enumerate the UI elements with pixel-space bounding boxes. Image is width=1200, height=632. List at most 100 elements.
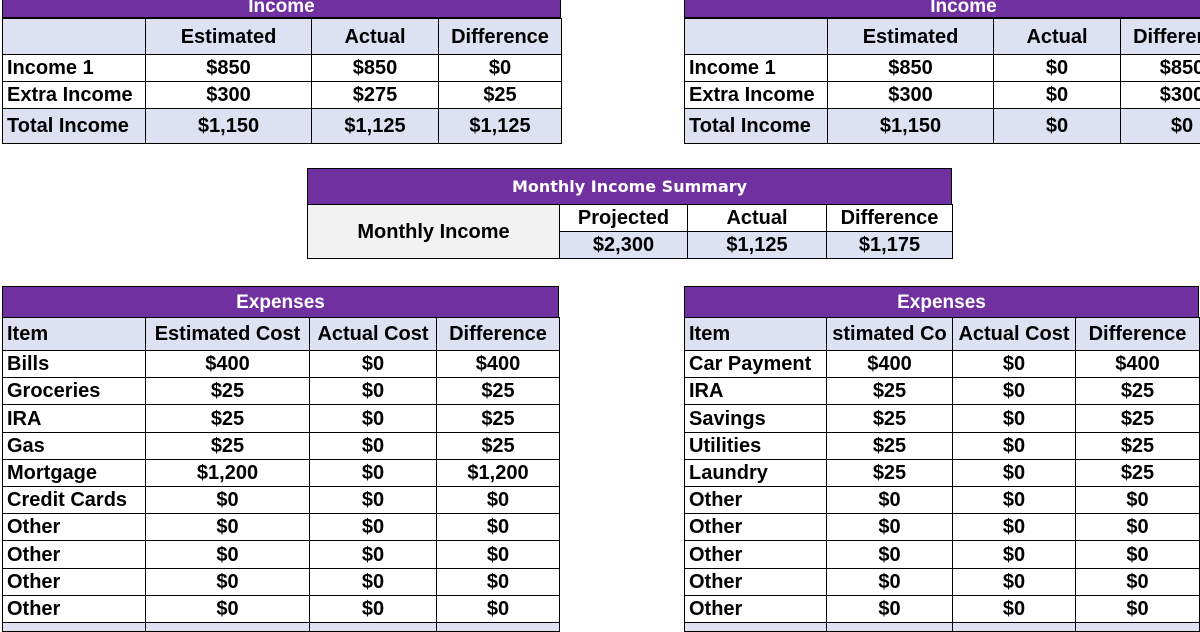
expense-item-cell[interactable]: Other — [684, 513, 827, 541]
expense-value-cell[interactable]: $400 — [826, 350, 953, 378]
expense-value-cell[interactable]: $0 — [145, 595, 310, 623]
expense-value-cell[interactable]: $0 — [309, 377, 437, 405]
expense-value-cell[interactable]: $0 — [309, 568, 437, 596]
income-value-cell[interactable]: $0 — [993, 54, 1121, 82]
expense-value-cell[interactable]: $25 — [145, 404, 310, 433]
expense-value-cell[interactable]: $0 — [436, 540, 560, 569]
expense-value-cell[interactable]: $0 — [1075, 513, 1200, 541]
expense-value-cell[interactable]: $25 — [1075, 404, 1200, 433]
expense-value-cell[interactable]: $0 — [952, 595, 1076, 623]
total-income-cell[interactable]: $1,125 — [438, 108, 562, 144]
expense-value-cell[interactable]: $0 — [309, 595, 437, 623]
income-value-cell[interactable]: $850 — [1120, 54, 1200, 82]
expense-value-cell[interactable]: $0 — [1075, 486, 1200, 514]
expense-value-cell[interactable]: $0 — [952, 540, 1076, 569]
expense-value-cell[interactable]: $25 — [1075, 432, 1200, 460]
expense-value-cell[interactable]: $0 — [309, 459, 437, 487]
income-row-label[interactable]: Extra Income — [684, 81, 828, 109]
expense-value-cell[interactable]: $0 — [309, 513, 437, 541]
expense-value-cell[interactable]: $25 — [826, 404, 953, 433]
income-value-cell[interactable]: $0 — [438, 54, 562, 82]
expense-value-cell[interactable]: $400 — [145, 350, 310, 378]
expense-value-cell[interactable]: $0 — [826, 540, 953, 569]
expense-item-cell[interactable]: Other — [684, 595, 827, 623]
expense-item-cell[interactable]: Utilities — [684, 432, 827, 460]
expense-value-cell[interactable]: $0 — [436, 568, 560, 596]
expense-value-cell[interactable]: $0 — [952, 486, 1076, 514]
expense-item-cell[interactable]: Other — [2, 595, 146, 623]
expense-value-cell[interactable]: $0 — [826, 568, 953, 596]
expense-value-cell[interactable]: $0 — [826, 595, 953, 623]
summary-value-cell[interactable]: $1,125 — [687, 231, 827, 259]
expense-value-cell[interactable]: $25 — [826, 459, 953, 487]
expense-value-cell[interactable]: $0 — [309, 350, 437, 378]
expense-value-cell[interactable]: $0 — [145, 513, 310, 541]
expense-value-cell[interactable]: $0 — [952, 432, 1076, 460]
expense-value-cell[interactable]: $25 — [145, 432, 310, 460]
expense-value-cell[interactable]: $1,200 — [145, 459, 310, 487]
expense-item-cell[interactable]: Car Payment — [684, 350, 827, 378]
income-row-label[interactable]: Income 1 — [2, 54, 146, 82]
expense-item-cell[interactable]: Mortgage — [2, 459, 146, 487]
expense-value-cell[interactable]: $0 — [826, 513, 953, 541]
total-income-cell[interactable]: $1,150 — [827, 108, 994, 144]
total-income-cell[interactable]: $1,150 — [145, 108, 312, 144]
summary-value-cell[interactable]: $2,300 — [559, 231, 688, 259]
expense-value-cell[interactable]: $0 — [1075, 568, 1200, 596]
expense-value-cell[interactable]: $0 — [309, 432, 437, 460]
expense-item-cell[interactable]: Other — [684, 486, 827, 514]
expense-item-cell[interactable]: Bills — [2, 350, 146, 378]
total-income-cell[interactable]: $1,125 — [311, 108, 439, 144]
expense-value-cell[interactable]: $0 — [952, 350, 1076, 378]
expense-value-cell[interactable]: $0 — [436, 486, 560, 514]
expense-item-cell[interactable]: IRA — [684, 377, 827, 405]
income-value-cell[interactable]: $850 — [145, 54, 312, 82]
income-value-cell[interactable]: $300 — [827, 81, 994, 109]
total-income-label[interactable]: Total Income — [684, 108, 828, 144]
expense-value-cell[interactable]: $0 — [309, 404, 437, 433]
expense-item-cell[interactable]: Groceries — [2, 377, 146, 405]
expense-value-cell[interactable]: $0 — [952, 568, 1076, 596]
expense-item-cell[interactable]: IRA — [2, 404, 146, 433]
income-value-cell[interactable]: $0 — [993, 81, 1121, 109]
expense-value-cell[interactable]: $0 — [1075, 540, 1200, 569]
total-income-cell[interactable]: $0 — [1120, 108, 1200, 144]
expense-value-cell[interactable]: $25 — [436, 404, 560, 433]
expense-value-cell[interactable]: $0 — [952, 404, 1076, 433]
expense-value-cell[interactable]: $0 — [952, 377, 1076, 405]
summary-value-cell[interactable]: $1,175 — [826, 231, 953, 259]
income-value-cell[interactable]: $275 — [311, 81, 439, 109]
income-value-cell[interactable]: $300 — [145, 81, 312, 109]
expense-item-cell[interactable]: Savings — [684, 404, 827, 433]
income-value-cell[interactable]: $300 — [1120, 81, 1200, 109]
expense-value-cell[interactable]: $0 — [952, 459, 1076, 487]
expense-item-cell[interactable]: Other — [2, 540, 146, 569]
expense-value-cell[interactable]: $25 — [1075, 459, 1200, 487]
total-income-cell[interactable]: $0 — [993, 108, 1121, 144]
expense-value-cell[interactable]: $400 — [436, 350, 560, 378]
expense-value-cell[interactable]: $0 — [309, 540, 437, 569]
total-income-label[interactable]: Total Income — [2, 108, 146, 144]
expense-value-cell[interactable]: $0 — [145, 540, 310, 569]
expense-value-cell[interactable]: $25 — [436, 432, 560, 460]
expense-value-cell[interactable]: $25 — [436, 377, 560, 405]
income-value-cell[interactable]: $850 — [827, 54, 994, 82]
expense-item-cell[interactable]: Other — [684, 568, 827, 596]
expense-value-cell[interactable]: $25 — [145, 377, 310, 405]
income-row-label[interactable]: Extra Income — [2, 81, 146, 109]
expense-item-cell[interactable]: Other — [2, 568, 146, 596]
expense-value-cell[interactable]: $0 — [436, 595, 560, 623]
expense-value-cell[interactable]: $400 — [1075, 350, 1200, 378]
income-value-cell[interactable]: $850 — [311, 54, 439, 82]
expense-item-cell[interactable]: Gas — [2, 432, 146, 460]
expense-value-cell[interactable]: $0 — [436, 513, 560, 541]
expense-item-cell[interactable]: Laundry — [684, 459, 827, 487]
expense-item-cell[interactable]: Other — [2, 513, 146, 541]
expense-value-cell[interactable]: $25 — [1075, 377, 1200, 405]
expense-value-cell[interactable]: $0 — [826, 486, 953, 514]
income-value-cell[interactable]: $25 — [438, 81, 562, 109]
expense-value-cell[interactable]: $0 — [145, 486, 310, 514]
expense-value-cell[interactable]: $0 — [145, 568, 310, 596]
expense-value-cell[interactable]: $25 — [826, 377, 953, 405]
expense-item-cell[interactable]: Other — [684, 540, 827, 569]
